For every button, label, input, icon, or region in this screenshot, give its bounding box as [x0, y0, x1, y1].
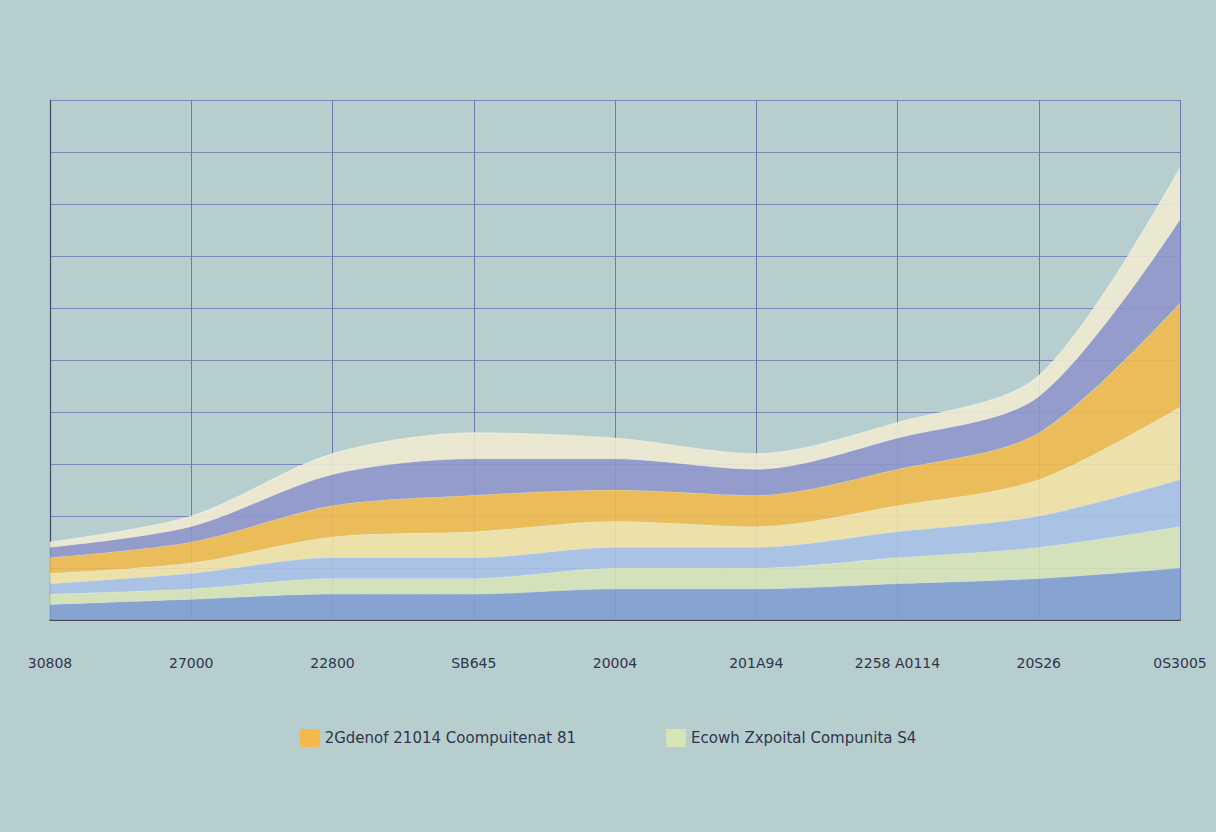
svg-text:SB645: SB645 — [451, 655, 496, 671]
svg-text:20S26: 20S26 — [1016, 655, 1061, 671]
svg-text:20004: 20004 — [593, 655, 638, 671]
svg-text:2Gdenof 21014 Coompuitenat 81: 2Gdenof 21014 Coompuitenat 81 — [325, 729, 576, 747]
svg-text:0S3005: 0S3005 — [1153, 655, 1206, 671]
svg-text:201A94: 201A94 — [729, 655, 783, 671]
svg-text:27000: 27000 — [169, 655, 214, 671]
svg-text:30808: 30808 — [28, 655, 73, 671]
svg-text:22800: 22800 — [310, 655, 355, 671]
svg-text:Ecowh Zxpoital Compunita S4: Ecowh Zxpoital Compunita S4 — [691, 729, 916, 747]
svg-text:2258 A0114: 2258 A0114 — [855, 655, 940, 671]
